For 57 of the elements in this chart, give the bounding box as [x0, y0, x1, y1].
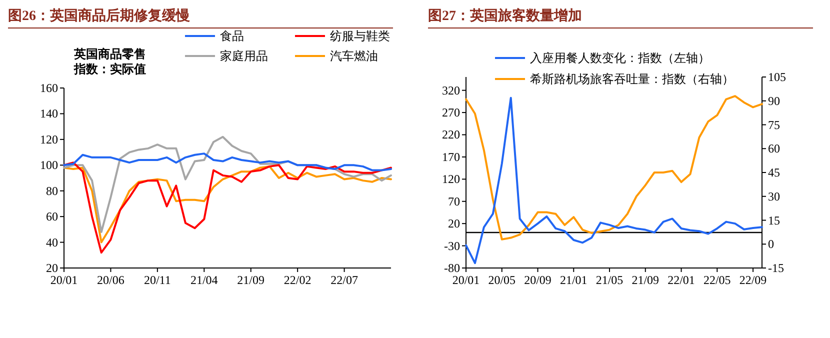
y-tick-label: 120: [40, 132, 58, 146]
y-tick-label: 80: [46, 184, 58, 198]
x-tick-label: 20/05: [488, 273, 516, 287]
x-tick-label: 20/11: [144, 273, 171, 287]
y-tick-label: 160: [40, 81, 58, 95]
line-series: [465, 95, 763, 240]
y-tick-label: 20: [448, 216, 460, 231]
y2-tick-label: 75: [768, 118, 780, 132]
x-tick-label: 21/05: [596, 273, 624, 287]
legend-label: 汽车燃油: [330, 49, 378, 63]
x-tick-label: 22/01: [668, 273, 695, 287]
legend-label: 家庭用品: [220, 49, 268, 63]
x-tick-label: 21/01: [560, 273, 588, 287]
y-tick-label: 170: [442, 150, 460, 164]
y2-tick-label: 105: [768, 70, 786, 84]
legend-label: 食品: [220, 29, 244, 43]
y2-tick-label: 90: [768, 94, 780, 108]
line-series: [63, 162, 392, 254]
y-axis-title: 英国商品零售指数：实际值: [73, 47, 146, 76]
legend-label: 纺服与鞋类: [330, 29, 390, 43]
y-tick-label: 40: [46, 235, 58, 250]
x-tick-label: 20/01: [452, 273, 480, 287]
chart-title: 图27：英国旅客数量增加: [428, 7, 582, 24]
y-tick-label: 320: [442, 83, 460, 98]
x-tick-label: 21/09: [632, 273, 660, 287]
y2-tick-label: 30: [768, 189, 780, 204]
line-series: [63, 136, 392, 233]
y2-tick-label: 15: [768, 213, 780, 228]
y-tick-label: 100: [40, 158, 58, 172]
x-tick-label: 20/01: [50, 273, 78, 287]
x-tick-label: 22/07: [330, 273, 358, 287]
legend-label: 入座用餐人数变化：指数（左轴）: [530, 51, 710, 65]
x-tick-label: 22/09: [739, 273, 767, 287]
y2-tick-label: -15: [768, 261, 784, 275]
y2-tick-label: 60: [768, 142, 780, 156]
y-tick-label: -30: [444, 238, 460, 253]
line-series: [63, 165, 392, 244]
x-tick-label: 20/06: [97, 273, 124, 287]
y-tick-label: 120: [442, 172, 460, 186]
y-tick-label: 220: [442, 128, 460, 142]
y-tick-label: 70: [448, 194, 460, 208]
x-tick-label: 21/04: [190, 273, 218, 287]
y-tick-label: 60: [46, 210, 58, 224]
x-tick-label: 22/02: [284, 273, 312, 287]
line-series: [465, 96, 763, 264]
y2-tick-label: 45: [768, 166, 780, 180]
y-tick-label: 270: [442, 106, 460, 120]
y-tick-label: 20: [46, 261, 58, 275]
legend-label: 希斯路机场旅客吞吐量：指数（右轴）: [530, 72, 734, 86]
x-tick-label: 20/09: [524, 273, 552, 287]
chart-title: 图26：英国商品后期修复缓慢: [8, 7, 190, 24]
y-tick-label: -80: [444, 261, 460, 275]
y-tick-label: 140: [40, 106, 58, 121]
line-series: [63, 152, 392, 172]
x-tick-label: 22/05: [703, 273, 731, 287]
x-tick-label: 21/09: [237, 273, 265, 287]
y2-tick-label: 0: [768, 237, 774, 252]
